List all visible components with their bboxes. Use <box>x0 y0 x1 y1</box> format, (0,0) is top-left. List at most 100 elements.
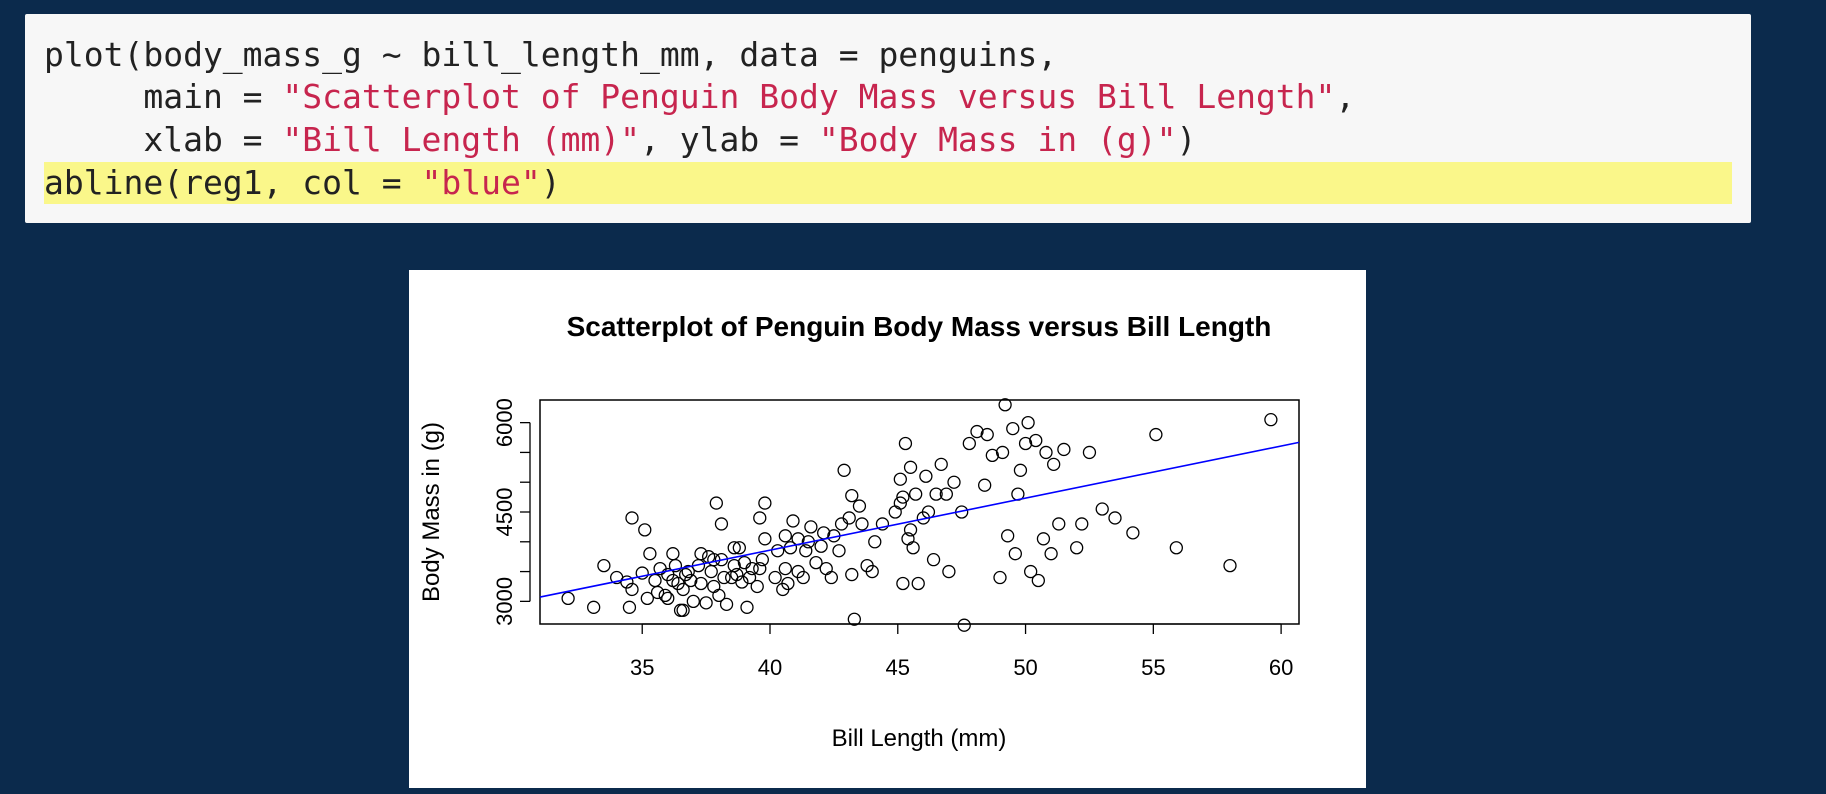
data-point <box>875 517 890 531</box>
code-text: plot(body_mass_g ~ bill_length_mm, data … <box>44 35 1058 74</box>
data-point <box>753 561 767 576</box>
data-point <box>666 547 680 561</box>
chart-title: Scatterplot of Penguin Body Mass versus … <box>567 311 1272 342</box>
data-point <box>587 600 601 614</box>
data-point <box>635 566 649 580</box>
data-point <box>1044 547 1058 561</box>
code-string: "Bill Length (mm)" <box>282 120 641 159</box>
data-point <box>684 573 698 588</box>
data-point <box>1008 547 1022 561</box>
data-point <box>622 600 637 614</box>
data-point <box>699 596 713 610</box>
data-point <box>676 603 690 617</box>
data-point <box>978 478 992 492</box>
data-point <box>824 570 838 585</box>
data-point <box>650 585 665 600</box>
data-point <box>1095 502 1109 516</box>
data-point <box>804 520 818 534</box>
data-point <box>786 514 800 528</box>
data-point <box>735 575 749 589</box>
data-point <box>911 576 925 591</box>
data-point <box>714 517 729 531</box>
data-point <box>712 588 726 603</box>
y-tick-label: 3000 <box>492 577 517 626</box>
data-point <box>868 535 882 549</box>
data-point <box>753 511 767 525</box>
data-point <box>758 496 772 510</box>
data-point <box>852 499 867 513</box>
data-point <box>704 564 718 579</box>
data-point <box>998 398 1012 412</box>
data-point <box>942 564 956 579</box>
data-point <box>681 564 695 579</box>
data-point <box>1024 564 1038 579</box>
data-point <box>755 553 769 567</box>
x-tick-label: 55 <box>1141 655 1165 680</box>
data-point <box>1052 517 1066 531</box>
data-point <box>985 448 999 463</box>
data-point <box>750 579 764 594</box>
data-point <box>796 570 810 585</box>
scatter-plot: Scatterplot of Penguin Body Mass versus … <box>418 311 1300 752</box>
data-point <box>1047 457 1061 471</box>
data-point <box>758 532 772 546</box>
code-text: , ylab = <box>640 120 819 159</box>
y-tick-label: 6000 <box>492 398 517 447</box>
data-point <box>980 427 994 442</box>
data-point <box>993 570 1007 585</box>
data-point <box>865 564 879 579</box>
x-tick-label: 35 <box>630 655 654 680</box>
data-point <box>1036 532 1051 546</box>
data-point <box>947 475 961 489</box>
x-axis: 35 40 45 50 55 60 <box>630 623 1293 680</box>
code-line: main = "Scatterplot of Penguin Body Mass… <box>44 76 1355 118</box>
data-point <box>898 436 913 451</box>
data-point <box>676 582 690 597</box>
data-point <box>768 570 782 585</box>
data-point <box>903 523 918 537</box>
data-point <box>1057 442 1071 457</box>
regression-line <box>539 441 1300 598</box>
data-point <box>893 472 907 486</box>
data-point <box>727 558 741 573</box>
x-axis-label: Bill Length (mm) <box>832 725 1007 752</box>
data-point <box>896 490 910 504</box>
data-point <box>1169 541 1183 555</box>
data-point <box>926 553 941 567</box>
plot-box <box>539 399 1300 625</box>
data-point <box>834 517 849 531</box>
data-point <box>929 487 943 501</box>
data-point <box>778 561 792 576</box>
data-point <box>1029 433 1043 448</box>
data-point <box>903 460 918 474</box>
data-point <box>1223 558 1237 573</box>
data-point <box>896 576 910 591</box>
data-point <box>707 579 721 594</box>
data-point <box>957 618 971 632</box>
data-point <box>1108 511 1122 525</box>
data-point <box>658 588 672 603</box>
data-point <box>995 445 1010 460</box>
data-point <box>737 555 752 570</box>
data-point <box>673 603 688 617</box>
data-point <box>1006 421 1020 436</box>
data-point <box>799 544 813 558</box>
x-tick-label: 50 <box>1013 655 1037 680</box>
data-point <box>1031 573 1045 588</box>
data-point <box>771 544 785 558</box>
y-tick-label: 4500 <box>492 488 517 537</box>
data-point <box>638 523 652 537</box>
data-point <box>962 436 976 451</box>
data-point <box>686 594 700 609</box>
data-point <box>648 573 662 588</box>
data-point <box>742 570 757 585</box>
data-point <box>709 496 723 510</box>
data-point <box>845 488 859 503</box>
data-point <box>919 469 933 483</box>
code-line: plot(body_mass_g ~ bill_length_mm, data … <box>44 34 1057 76</box>
data-point <box>893 496 907 510</box>
code-block: plot(body_mass_g ~ bill_length_mm, data … <box>25 14 1751 223</box>
data-point <box>909 487 923 501</box>
code-text: , <box>1335 77 1356 116</box>
data-point <box>719 597 734 611</box>
